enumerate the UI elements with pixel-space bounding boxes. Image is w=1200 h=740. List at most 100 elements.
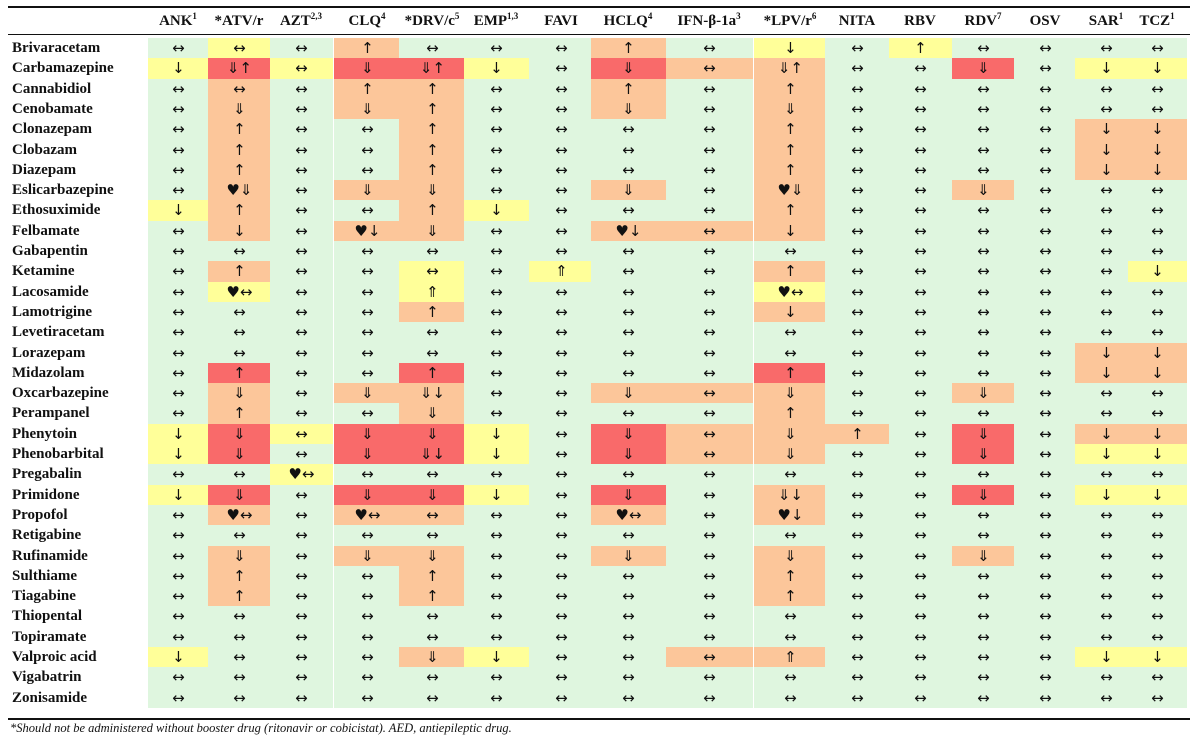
- table-cell: ⇓: [754, 423, 827, 445]
- table-cell: ↔: [334, 403, 401, 425]
- row-label: Ethosuximide: [12, 202, 101, 219]
- table-cell: ↔: [1014, 444, 1077, 465]
- table-cell: ↔: [591, 139, 666, 161]
- table-cell: ↑: [889, 38, 952, 59]
- row-label: Lamotrigine: [12, 303, 92, 320]
- table-cell: ↔: [1128, 626, 1187, 648]
- table-cell: ↔: [889, 626, 952, 648]
- table-cell: ↔: [666, 383, 753, 404]
- table-cell: ↓: [1075, 159, 1138, 181]
- table-cell: ↔: [825, 565, 890, 587]
- row-label: Diazepam: [12, 161, 77, 178]
- column-header-label: RBV: [904, 13, 936, 29]
- row-label: Lorazepam: [12, 344, 86, 361]
- table-cell: ↔: [529, 464, 594, 486]
- table-cell: ↔: [1075, 78, 1138, 100]
- table-cell: ↔: [666, 38, 753, 59]
- table-cell: ↓: [148, 444, 209, 465]
- table-cell: ↓: [148, 423, 209, 445]
- table-cell: ↔: [270, 180, 333, 201]
- table-cell: ↔: [666, 261, 753, 283]
- row-label: Thiopental: [12, 608, 83, 625]
- table-cell: ⇓: [591, 98, 666, 120]
- table-cell: ↔: [529, 687, 594, 709]
- table-cell: ↔: [889, 322, 952, 344]
- table-cell: ↔: [952, 606, 1015, 628]
- table-cell: ↔: [270, 281, 333, 303]
- table-cell: ↓: [1128, 159, 1187, 181]
- table-cell: ↓: [464, 647, 529, 668]
- table-cell: ↔: [1014, 667, 1077, 689]
- table-cell: ↔: [591, 301, 666, 323]
- table-cell: ↔: [1014, 464, 1077, 486]
- table-cell: ↔: [334, 261, 401, 283]
- table-cell: ↓: [464, 58, 529, 80]
- table-cell: ↔: [270, 119, 333, 141]
- table-cell: ↔: [399, 342, 466, 364]
- table-cell: ↔: [464, 504, 529, 526]
- table-cell: ↔: [889, 362, 952, 384]
- table-cell: ♥⇓: [207, 180, 272, 201]
- table-cell: ♥↔: [334, 504, 401, 526]
- row-label: Brivaracetam: [12, 40, 101, 56]
- table-cell: ↔: [148, 342, 209, 364]
- table-cell: ↔: [754, 464, 827, 486]
- table-cell: ↔: [825, 362, 890, 384]
- table-cell: ↔: [334, 159, 401, 181]
- column-header-footnote-mark: 1,3: [507, 11, 519, 21]
- table-cell: ↔: [270, 261, 333, 283]
- column-header-label: FAVI: [544, 13, 578, 29]
- table-cell: ↔: [666, 586, 753, 607]
- table-cell: ↔: [464, 98, 529, 120]
- table-cell: ↔: [1128, 586, 1187, 607]
- table-cell: ↔: [207, 322, 272, 344]
- table-cell: ↔: [666, 241, 753, 262]
- table-cell: ↓: [148, 647, 209, 668]
- table-cell: ↔: [148, 322, 209, 344]
- table-cell: ↓: [1128, 58, 1187, 80]
- table-cell: ↔: [952, 586, 1015, 607]
- table-cell: ↔: [1014, 647, 1077, 668]
- table-cell: ↔: [464, 301, 529, 323]
- table-cell: ↔: [148, 667, 209, 689]
- table-cell: ↔: [270, 383, 333, 404]
- table-cell: ↔: [334, 241, 401, 262]
- table-cell: ↓: [754, 220, 827, 242]
- row-label: Phenobarbital: [12, 446, 104, 462]
- table-cell: ↔: [270, 241, 333, 262]
- table-cell: ↔: [529, 38, 594, 59]
- table-cell: ↔: [1075, 525, 1138, 547]
- table-cell: ↔: [529, 139, 594, 161]
- table-cell: ↔: [952, 261, 1015, 283]
- table-cell: ↔: [666, 281, 753, 303]
- table-cell: ⇓: [952, 58, 1015, 80]
- table-cell: ↔: [334, 647, 401, 668]
- table-cell: ↔: [952, 464, 1015, 486]
- table-cell: ↔: [1075, 606, 1138, 628]
- table-cell: ↔: [1075, 220, 1138, 242]
- table-cell: ↔: [666, 362, 753, 384]
- table-cell: ↓: [1128, 647, 1187, 668]
- table-cell: ↔: [1014, 139, 1077, 161]
- table-cell: ↔: [754, 687, 827, 709]
- table-cell: ↔: [825, 220, 890, 242]
- table-cell: ♥↓: [334, 220, 401, 242]
- table-cell: ⇓: [334, 545, 401, 567]
- table-cell: ⇓: [334, 58, 401, 80]
- table-cell: ↔: [666, 119, 753, 141]
- table-cell: ↔: [591, 119, 666, 141]
- table-cell: ↔: [334, 200, 401, 222]
- table-cell: ↑: [207, 586, 272, 607]
- table-cell: ↔: [889, 200, 952, 222]
- table-cell: ↔: [207, 626, 272, 648]
- table-cell: ↔: [464, 119, 529, 141]
- table-cell: ⇓: [207, 545, 272, 567]
- table-cell: ↑: [754, 362, 827, 384]
- table-cell: ↓: [1128, 444, 1187, 465]
- table-cell: ↑: [754, 403, 827, 425]
- column-header: AZT2,3: [264, 10, 338, 32]
- table-cell: ⇑: [399, 281, 466, 303]
- table-cell: ↔: [889, 565, 952, 587]
- table-cell: ↔: [1075, 626, 1138, 648]
- table-cell: ⇓: [399, 647, 466, 668]
